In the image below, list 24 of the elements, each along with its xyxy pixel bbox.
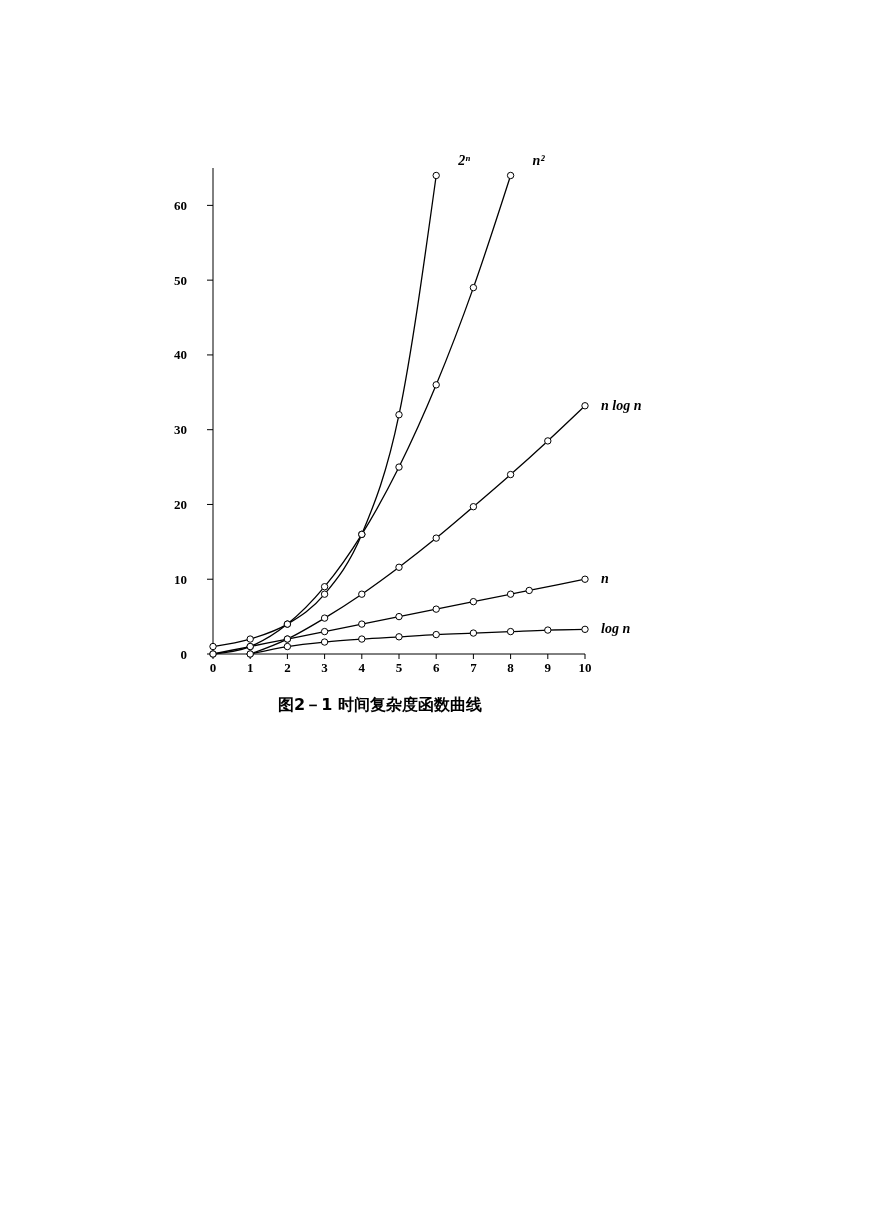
y-tick-label: 0 <box>180 646 187 662</box>
series-label: 2ⁿ <box>457 153 471 169</box>
x-tick-label: 3 <box>321 660 329 675</box>
y-tick-label: 60 <box>174 197 187 213</box>
x-tick-label: 9 <box>544 660 552 675</box>
series-label: log n <box>601 621 631 637</box>
x-tick-label: 6 <box>432 660 440 675</box>
series-label: n² <box>532 153 546 169</box>
y-tick-label: 50 <box>174 272 187 288</box>
y-tick-label: 40 <box>174 347 187 363</box>
y-tick-label: 30 <box>174 422 187 438</box>
x-tick-label: 5 <box>395 660 403 675</box>
x-tick-label: 0 <box>209 660 217 675</box>
x-tick-label: 1 <box>246 660 254 675</box>
x-tick-label: 8 <box>507 660 515 675</box>
x-tick-label: 7 <box>470 660 478 675</box>
y-tick-label: 20 <box>174 497 187 513</box>
text: 图2－1 时间复杂度函数曲线 <box>278 695 482 714</box>
x-tick-label: 10 <box>578 660 592 675</box>
series-label: n <box>601 571 609 587</box>
x-tick-label: 2 <box>284 660 291 675</box>
x-tick-label: 4 <box>358 660 366 675</box>
y-tick-label: 10 <box>174 571 187 587</box>
series-label: n log n <box>601 397 642 413</box>
